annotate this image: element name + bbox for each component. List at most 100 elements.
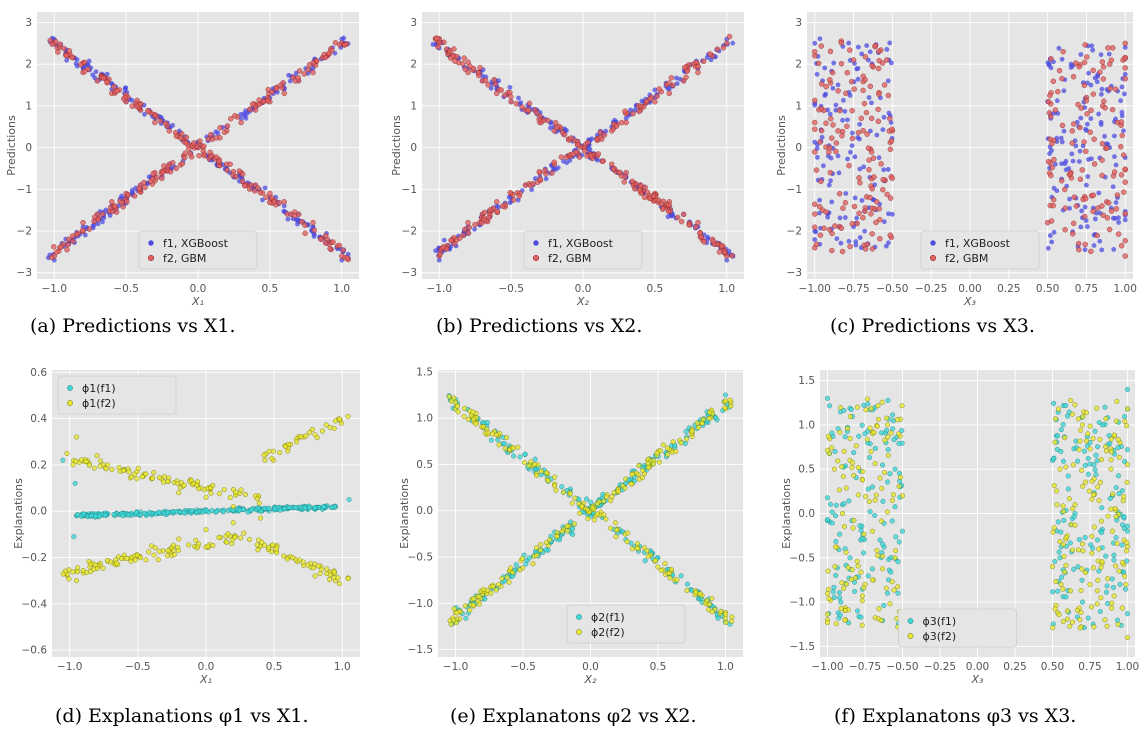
data-point: [729, 252, 735, 259]
data-point: [272, 506, 278, 512]
data-point: [508, 93, 514, 100]
data-point: [276, 199, 283, 206]
data-point: [836, 487, 842, 493]
data-point: [1115, 621, 1121, 627]
data-point: [885, 479, 891, 485]
legend-marker: [929, 254, 937, 262]
data-point: [1121, 569, 1127, 575]
data-point: [346, 497, 352, 503]
data-point: [188, 477, 194, 484]
data-point: [1058, 581, 1064, 587]
data-point: [262, 185, 268, 191]
data-point: [875, 106, 881, 113]
data-point: [290, 74, 296, 81]
data-point: [1122, 217, 1128, 223]
data-point: [558, 154, 565, 160]
y-tick-label: −3: [787, 267, 802, 279]
data-point: [864, 241, 871, 248]
data-point: [882, 437, 888, 443]
data-point: [1111, 432, 1117, 438]
data-point: [614, 527, 620, 533]
data-point: [430, 42, 436, 47]
data-point: [885, 447, 891, 453]
data-point: [1080, 414, 1086, 420]
data-point: [855, 65, 861, 71]
y-tick-label: 0: [795, 142, 802, 154]
data-point: [869, 246, 876, 252]
data-point: [1052, 606, 1058, 612]
data-point: [660, 206, 666, 212]
data-point: [1082, 247, 1088, 253]
data-point: [225, 531, 231, 537]
y-axis-label: Explanations: [398, 478, 411, 549]
data-point: [1083, 479, 1089, 485]
legend-label: f2, GBM: [945, 252, 988, 265]
data-point: [1121, 494, 1127, 500]
data-point: [1118, 98, 1124, 104]
data-point: [573, 149, 579, 155]
data-point: [499, 203, 506, 209]
data-point: [616, 169, 623, 176]
data-point: [847, 243, 853, 250]
data-point: [86, 226, 93, 232]
data-point: [536, 116, 542, 123]
data-point: [321, 504, 327, 510]
data-point: [1091, 524, 1097, 530]
data-point: [1122, 71, 1128, 77]
data-point: [317, 570, 323, 576]
data-point: [884, 422, 891, 428]
data-point: [236, 168, 243, 174]
data-point: [82, 232, 88, 238]
data-point: [128, 558, 134, 564]
data-point: [889, 497, 895, 503]
data-point: [812, 40, 818, 46]
data-point: [232, 534, 238, 541]
data-point: [203, 527, 209, 533]
y-tick-label: −0.2: [22, 552, 48, 564]
data-point: [1077, 124, 1083, 131]
data-point: [533, 545, 540, 551]
data-point: [129, 97, 135, 103]
data-point: [874, 547, 880, 553]
legend-box: [57, 375, 177, 415]
data-point: [613, 534, 619, 540]
data-point: [1058, 529, 1064, 535]
data-point: [254, 496, 260, 502]
data-point: [75, 565, 81, 571]
data-point: [1075, 564, 1081, 570]
data-point: [1088, 248, 1094, 255]
data-point: [1052, 558, 1058, 564]
data-point: [854, 558, 860, 564]
y-tick-label: 0.6: [30, 367, 47, 379]
data-point: [294, 439, 300, 445]
data-point: [1110, 184, 1116, 190]
series-pred2: [432, 33, 735, 259]
data-point: [99, 211, 106, 217]
data-point: [461, 413, 467, 419]
x-tick-label: −1.0: [42, 283, 68, 295]
data-point: [866, 95, 872, 100]
data-point: [899, 528, 906, 534]
data-point: [81, 59, 88, 66]
data-point: [885, 78, 891, 84]
data-point: [53, 249, 60, 255]
data-point: [1098, 91, 1104, 97]
data-point: [63, 52, 70, 59]
data-point: [236, 507, 242, 513]
data-point: [164, 509, 171, 515]
data-point: [336, 416, 343, 422]
data-point: [176, 536, 182, 542]
data-point: [1112, 86, 1119, 93]
data-point: [118, 555, 125, 562]
data-point: [1086, 70, 1091, 76]
data-point: [1077, 617, 1083, 623]
data-point: [525, 107, 531, 113]
data-point: [205, 136, 212, 142]
data-point: [887, 40, 893, 46]
data-point: [840, 585, 847, 591]
data-point: [693, 589, 699, 596]
data-point: [887, 115, 893, 122]
data-point: [49, 254, 55, 261]
data-point: [886, 211, 891, 217]
data-point: [884, 590, 891, 596]
